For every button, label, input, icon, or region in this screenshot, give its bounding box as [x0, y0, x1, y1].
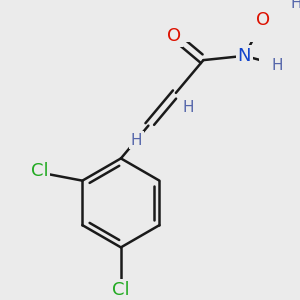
Text: H: H: [182, 100, 194, 115]
Text: H: H: [131, 133, 142, 148]
Text: O: O: [167, 27, 182, 45]
Text: Cl: Cl: [31, 162, 48, 180]
Text: H: H: [290, 0, 300, 11]
Text: O: O: [256, 11, 270, 29]
Text: N: N: [238, 47, 251, 65]
Text: Cl: Cl: [112, 281, 130, 299]
Text: H: H: [271, 58, 283, 73]
